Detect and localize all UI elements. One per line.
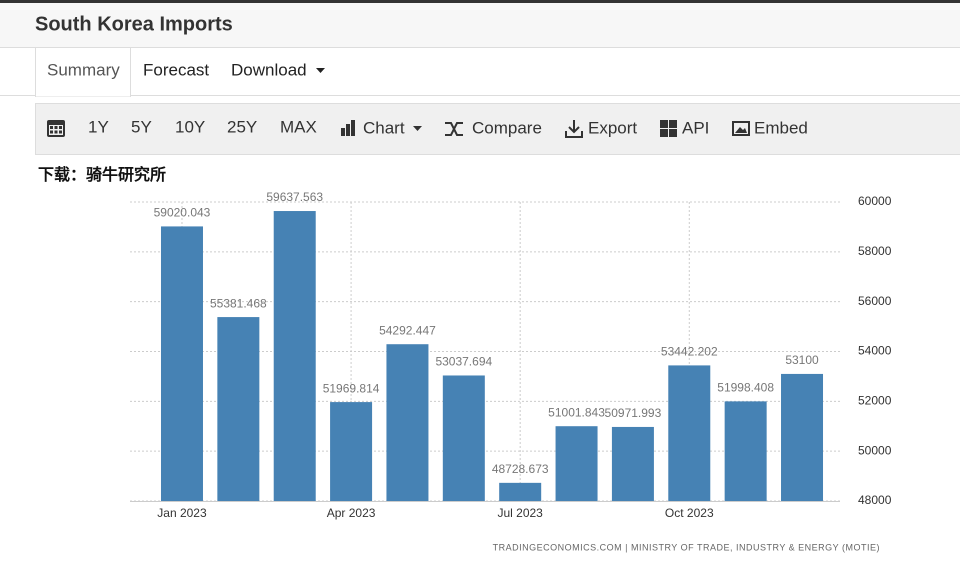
y-tick-label: 60000 <box>858 194 892 208</box>
y-tick-label: 58000 <box>858 244 892 258</box>
caret <box>413 126 422 131</box>
x-tick-label: Jul 2023 <box>497 506 543 520</box>
value-label: 54292.447 <box>379 323 436 337</box>
bar <box>555 426 598 501</box>
tab[interactable]: Forecast <box>143 60 209 79</box>
compare-button[interactable]: Compare <box>472 118 542 137</box>
embed-icon <box>732 121 750 136</box>
value-label: 51969.814 <box>323 381 380 395</box>
bar <box>499 482 542 501</box>
tab[interactable]: Download <box>231 60 307 79</box>
value-label: 59637.563 <box>266 190 323 204</box>
y-tick-label: 52000 <box>858 394 892 408</box>
y-tick-label: 48000 <box>858 493 892 507</box>
y-tick-label: 56000 <box>858 294 892 308</box>
chart-icon <box>341 120 355 136</box>
embed-button[interactable]: Embed <box>754 118 808 137</box>
value-label: 51998.408 <box>717 381 774 395</box>
bar <box>330 402 373 501</box>
x-tick-label: Jan 2023 <box>157 506 207 520</box>
value-label: 53442.202 <box>661 345 718 359</box>
range-button[interactable]: 25Y <box>227 117 257 136</box>
range-button[interactable]: 5Y <box>131 117 152 136</box>
active-tab <box>35 47 131 97</box>
bar <box>273 211 316 502</box>
bar <box>386 344 429 501</box>
value-label: 59020.043 <box>154 206 211 220</box>
api-icon <box>660 120 677 137</box>
compare-icon <box>445 122 463 136</box>
export-button[interactable]: Export <box>588 118 637 137</box>
export-icon <box>565 120 583 138</box>
range-button[interactable]: MAX <box>280 117 317 136</box>
x-tick-label: Apr 2023 <box>327 506 376 520</box>
bar <box>781 373 824 501</box>
value-label: 48728.673 <box>492 462 549 476</box>
page-title: South Korea Imports <box>35 13 233 35</box>
value-label: 53037.694 <box>435 355 492 369</box>
bar <box>442 375 485 501</box>
bar <box>724 401 767 501</box>
bar <box>160 226 203 501</box>
range-button[interactable]: 1Y <box>88 117 109 136</box>
value-label: 55381.468 <box>210 296 267 310</box>
bar <box>217 317 260 501</box>
bar <box>611 426 654 501</box>
toolbar <box>35 103 960 155</box>
note: 下载：骑牛研究所 <box>38 165 166 184</box>
calendar-icon[interactable] <box>47 120 65 137</box>
y-tick-label: 54000 <box>858 344 892 358</box>
tab[interactable]: Summary <box>47 60 120 79</box>
value-label: 53100 <box>785 353 819 367</box>
chart-button[interactable]: Chart <box>363 118 405 137</box>
value-label: 50971.993 <box>605 406 662 420</box>
y-tick-label: 50000 <box>858 443 892 457</box>
bar <box>668 365 711 501</box>
chart: 48000 50000 52000 54000 56000 58000 60000 Jan 2… <box>130 190 892 520</box>
range-button[interactable]: 10Y <box>175 117 205 136</box>
value-label: 51001.843 <box>548 405 605 419</box>
api-button[interactable]: API <box>682 118 709 137</box>
x-tick-label: Oct 2023 <box>665 506 714 520</box>
top-border <box>0 0 960 3</box>
header-bg <box>0 0 960 47</box>
caret <box>316 68 325 73</box>
source: TRADINGECONOMICS.COM | MINISTRY OF TRADE… <box>493 542 880 552</box>
